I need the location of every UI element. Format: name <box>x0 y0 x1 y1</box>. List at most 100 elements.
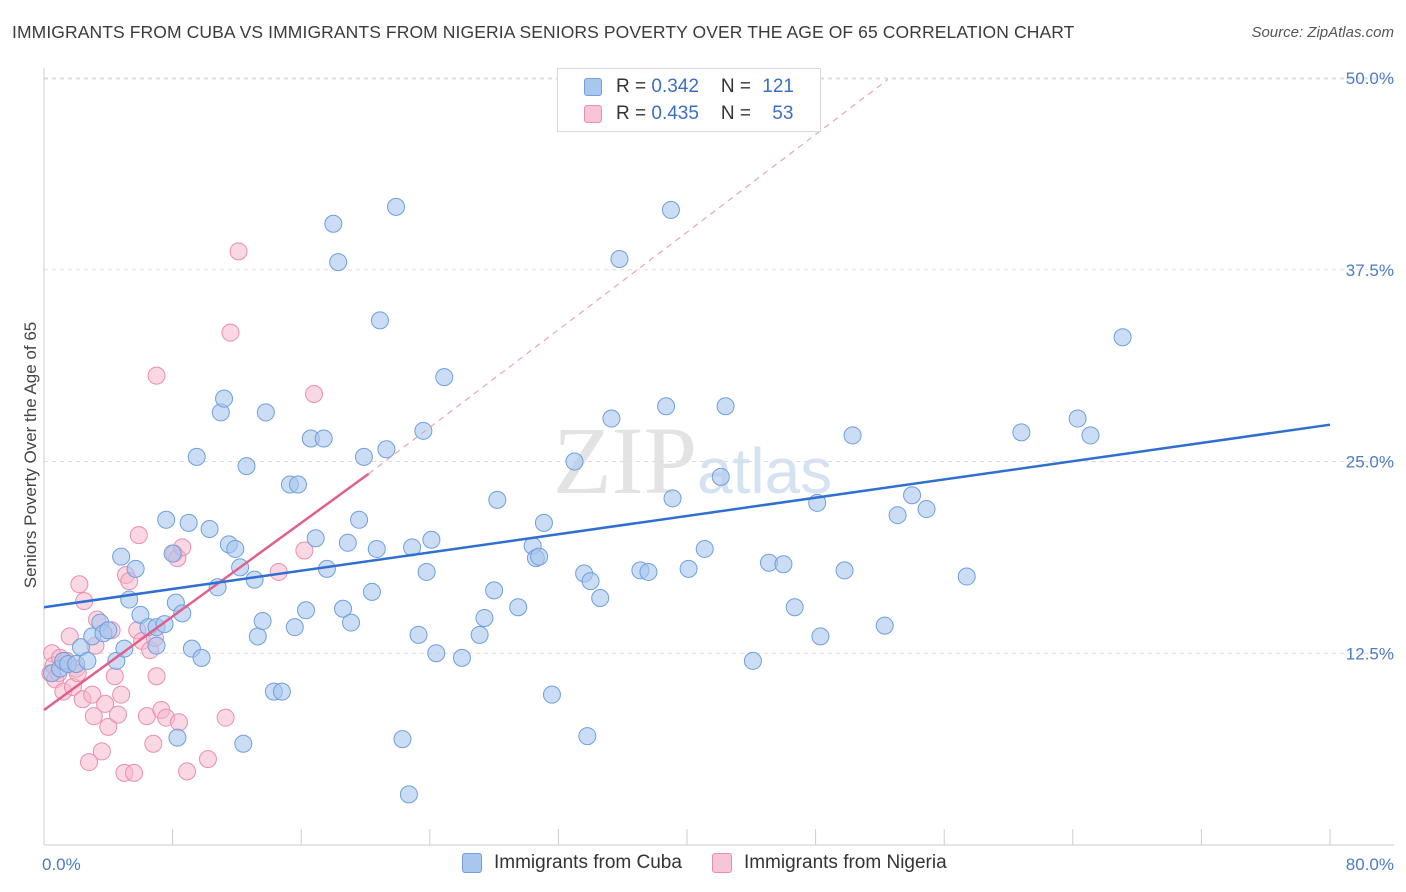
cuba-point <box>126 559 145 578</box>
cuba-point <box>743 651 762 670</box>
cuba-point <box>314 429 333 448</box>
cuba-point <box>888 506 907 525</box>
cuba-trend-line <box>43 423 1331 609</box>
chart-title: IMMIGRANTS FROM CUBA VS IMMIGRANTS FROM … <box>12 22 1075 42</box>
cuba-point <box>272 682 291 701</box>
cuba-point <box>409 625 428 644</box>
cuba-point <box>414 421 433 440</box>
cuba-point <box>917 500 936 519</box>
nigeria-point <box>170 713 189 732</box>
nigeria-point <box>295 541 314 560</box>
cuba-point <box>78 651 97 670</box>
y-tick-label: 25.0% <box>1346 453 1394 472</box>
cuba-point <box>422 530 441 549</box>
cuba-point <box>362 582 381 601</box>
cuba-point <box>774 555 793 574</box>
nigeria-point <box>125 763 144 782</box>
cuba-point <box>354 447 373 466</box>
cuba-point <box>811 627 830 646</box>
nigeria-point <box>129 526 148 545</box>
legend-row-nigeria: R = 0.435 N = 53 <box>584 102 793 126</box>
cuba-point <box>253 612 272 631</box>
series-legend-cuba[interactable]: Immigrants from Cuba <box>462 852 682 874</box>
legend-r-value-cuba: 0.342 <box>651 76 699 97</box>
cuba-point <box>200 519 219 538</box>
stats-legend: R = 0.342 N = 121 R = 0.435 N = 53 <box>557 68 821 132</box>
y-tick-label: 12.5% <box>1346 644 1394 663</box>
cuba-point <box>639 562 658 581</box>
series-legend-nigeria[interactable]: Immigrants from Nigeria <box>711 852 947 874</box>
cuba-point <box>147 636 166 655</box>
cuba-point <box>534 513 553 532</box>
nigeria-point <box>80 753 99 772</box>
nigeria-point <box>229 242 248 261</box>
cuba-point <box>285 618 304 637</box>
nigeria-point <box>108 705 127 724</box>
nigeria-point <box>92 742 111 761</box>
nigeria-point <box>178 762 197 781</box>
cuba-point <box>470 625 489 644</box>
cuba-point <box>288 475 307 494</box>
cuba-point <box>435 368 454 387</box>
cuba-point <box>248 627 267 646</box>
y-tick-label: 50.0% <box>1346 69 1394 88</box>
cuba-point <box>835 561 854 580</box>
nigeria-point <box>99 717 118 736</box>
x-tick-label: 0.0% <box>42 855 81 874</box>
cuba-point <box>179 513 198 532</box>
cuba-points <box>43 197 1132 804</box>
nigeria-point <box>147 366 166 385</box>
legend-r-label: R = <box>616 103 652 124</box>
legend-row-cuba: R = 0.342 N = 121 <box>584 75 794 99</box>
nigeria-point <box>105 667 124 686</box>
cuba-point <box>399 785 418 804</box>
cuba-point <box>657 397 676 416</box>
y-tick-label: 37.5% <box>1346 261 1394 280</box>
legend-swatch-nigeria <box>584 105 602 123</box>
cuba-point <box>417 562 436 581</box>
cuba-point <box>370 311 389 330</box>
cuba-point <box>168 728 187 747</box>
nigeria-point <box>60 627 79 646</box>
nigeria-point <box>144 734 163 753</box>
cuba-point <box>785 598 804 617</box>
cuba-point <box>565 452 584 471</box>
cuba-point <box>324 214 343 233</box>
nigeria-point <box>221 323 240 342</box>
cuba-point <box>1068 409 1087 428</box>
legend-n-label: N = <box>720 76 757 97</box>
cuba-point <box>112 547 131 566</box>
source-label: Source: ZipAtlas.com <box>1251 24 1394 41</box>
legend-n-label: N = <box>720 103 757 124</box>
cuba-point <box>245 570 264 589</box>
cuba-point <box>843 426 862 445</box>
cuba-point <box>578 727 597 746</box>
trend-lines <box>43 79 1331 712</box>
nigeria-point <box>112 685 131 704</box>
axis-layer: 12.5% 25.0% 37.5% 50.0% 0.0% 80.0% <box>42 68 1394 874</box>
cuba-point <box>329 253 348 272</box>
legend-n-value-cuba: 121 <box>762 76 794 97</box>
cuba-point <box>215 389 234 408</box>
cuba-point <box>192 648 211 667</box>
cuba-point <box>542 685 561 704</box>
cuba-point <box>367 539 386 558</box>
series-label-cuba: Immigrants from Cuba <box>494 852 682 873</box>
cuba-point <box>610 250 629 269</box>
cuba-point <box>237 457 256 476</box>
cuba-point <box>475 608 494 627</box>
series-legend: Immigrants from Cuba Immigrants from Nig… <box>462 852 977 874</box>
cuba-point <box>387 197 406 216</box>
cuba-point <box>663 489 682 508</box>
cuba-point <box>679 559 698 578</box>
nigeria-point <box>305 385 324 404</box>
cuba-point <box>903 486 922 505</box>
cuba-point <box>163 544 182 563</box>
cuba-point <box>350 510 369 529</box>
cuba-point <box>157 510 176 529</box>
nigeria-trend-line <box>43 472 370 712</box>
cuba-point <box>393 730 412 749</box>
legend-r-value-nigeria: 0.435 <box>651 103 699 124</box>
nigeria-point <box>70 575 89 594</box>
